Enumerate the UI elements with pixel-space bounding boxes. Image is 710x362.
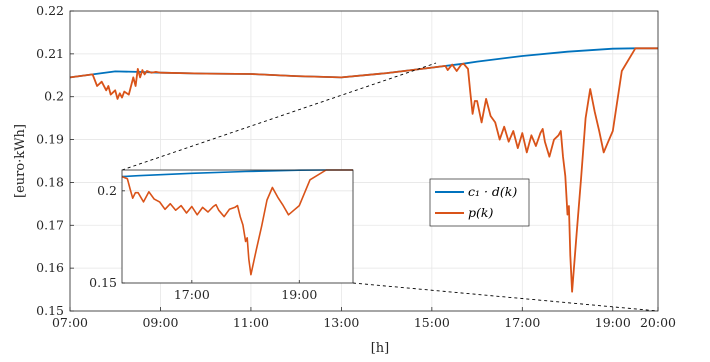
x-axis-label: [h] xyxy=(371,341,390,356)
main-axes-frame xyxy=(69,10,659,312)
legend-label-p: p(k) xyxy=(468,205,493,220)
x-tick-labels: 07:00 09:00 11:00 13:00 15:00 17:00 19:00 20:00 xyxy=(52,315,676,330)
x-tick-label: 09:00 xyxy=(142,315,178,330)
y-tick-label: 0.15 xyxy=(36,303,64,318)
x-tick-label: 17:00 xyxy=(504,315,540,330)
y-axis-label: [euro·kWh] xyxy=(13,124,28,198)
y-tick-label: 0.17 xyxy=(36,217,64,232)
inset-y-tick-label: 0.2 xyxy=(97,183,117,198)
inset-x-tick-label: 19:00 xyxy=(281,287,317,302)
inset-series-line-p xyxy=(121,169,353,276)
inset-x-tick-labels: 17:00 19:00 xyxy=(174,287,318,302)
inset-axes-frame xyxy=(121,169,354,284)
legend: c₁ · d(k) p(k) xyxy=(429,178,530,227)
y-tick-labels: 0.15 0.16 0.17 0.18 0.19 0.2 0.21 0.22 xyxy=(36,3,64,318)
x-tick-label: 11:00 xyxy=(233,315,269,330)
x-tick-label: 19:00 xyxy=(595,315,631,330)
x-tick-label: 13:00 xyxy=(323,315,359,330)
y-tick-label: 0.21 xyxy=(36,46,64,61)
x-tick-label: 15:00 xyxy=(414,315,450,330)
x-tick-label: 07:00 xyxy=(52,315,88,330)
y-tick-label: 0.2 xyxy=(44,89,64,104)
inset-y-tick-labels: 0.15 0.2 xyxy=(89,183,117,290)
legend-box xyxy=(429,178,530,227)
inset-x-tick-label: 17:00 xyxy=(174,287,210,302)
inset-background xyxy=(122,170,353,283)
main-plot-lines xyxy=(69,47,658,293)
y-tick-label: 0.16 xyxy=(36,260,64,275)
zoom-connector-top xyxy=(121,62,437,171)
x-tick-label: 20:00 xyxy=(640,315,676,330)
series-line-p xyxy=(69,47,658,293)
zoom-connector-bottom xyxy=(352,282,659,312)
inset-y-tick-label: 0.15 xyxy=(89,275,117,290)
legend-label-c1d: c₁ · d(k) xyxy=(468,184,517,199)
y-tick-label: 0.18 xyxy=(36,174,64,189)
y-tick-label: 0.22 xyxy=(36,3,64,18)
y-tick-label: 0.19 xyxy=(36,132,64,147)
